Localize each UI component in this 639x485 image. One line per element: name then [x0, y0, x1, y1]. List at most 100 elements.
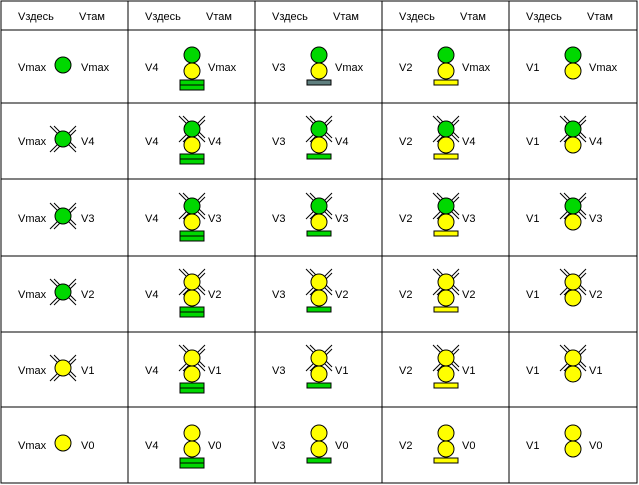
signal-lamp-icon: [183, 62, 201, 80]
header-here-label: Vздесь: [145, 11, 181, 23]
signal-lamp-icon: [310, 46, 328, 64]
cell-there-label: V4: [589, 136, 602, 148]
cell-there-label: V4: [462, 136, 475, 148]
cell-there-label: V2: [462, 289, 475, 301]
speed-plate-icon: [433, 153, 459, 160]
signal-lamp-icon: [437, 136, 455, 154]
signal-lamp-icon: [564, 273, 582, 291]
header-there-label: Vтам: [587, 11, 613, 23]
signal-lamp-icon: [310, 136, 328, 154]
signal-lamp-icon: [564, 365, 582, 383]
signal-lamp-icon: [564, 120, 582, 138]
signal-lamp-icon: [564, 136, 582, 154]
cell-here-label: Vmax: [18, 213, 47, 225]
signal-lamp-icon: [310, 349, 328, 367]
signal-lamp-icon: [183, 365, 201, 383]
signal-lamp-icon: [310, 62, 328, 80]
signal-lamp-icon: [54, 207, 72, 225]
cell-there-label: Vmax: [589, 62, 618, 74]
speed-plate-icon: [306, 382, 332, 389]
cell-there-label: V3: [335, 213, 348, 225]
cell-here-label: V1: [526, 289, 539, 301]
signal-lamp-icon: [183, 213, 201, 231]
speed-plate-icon: [433, 79, 459, 86]
cell-here-label: Vmax: [18, 136, 47, 148]
cell-there-label: V0: [335, 440, 348, 452]
cell-there-label: V4: [335, 136, 348, 148]
speed-plate-icon: [433, 230, 459, 237]
speed-plate-icon: [306, 79, 332, 86]
cell-here-label: V2: [399, 62, 412, 74]
cell-here-label: V4: [145, 136, 158, 148]
cell-there-label: V1: [462, 365, 475, 377]
cell-there-label: V0: [208, 440, 221, 452]
signal-lamp-icon: [310, 213, 328, 231]
header-there-label: Vтам: [460, 11, 486, 23]
cell-here-label: V3: [272, 365, 285, 377]
speed-plate-icon: [433, 306, 459, 313]
cell-here-label: V4: [145, 440, 158, 452]
header-there-label: Vтам: [333, 11, 359, 23]
cell-there-label: V3: [589, 213, 602, 225]
cell-here-label: V3: [272, 440, 285, 452]
cell-here-label: V1: [526, 365, 539, 377]
speed-plate-icon: [433, 457, 459, 464]
signal-lamp-icon: [564, 424, 582, 442]
cell-here-label: V2: [399, 289, 412, 301]
signal-lamp-icon: [54, 434, 72, 452]
signal-lamp-icon: [437, 440, 455, 458]
signal-lamp-icon: [564, 197, 582, 215]
signal-lamp-icon: [437, 289, 455, 307]
cell-there-label: Vmax: [81, 62, 110, 74]
cell-here-label: V2: [399, 365, 412, 377]
cell-here-label: V3: [272, 289, 285, 301]
header-here-label: Vздесь: [272, 11, 308, 23]
signal-lamp-icon: [310, 365, 328, 383]
cell-there-label: V0: [589, 440, 602, 452]
cell-here-label: V1: [526, 62, 539, 74]
signal-lamp-icon: [54, 283, 72, 301]
cell-there-label: V0: [81, 440, 94, 452]
speed-plate-icon: [306, 230, 332, 237]
speed-plate-icon: [306, 153, 332, 160]
cell-here-label: V2: [399, 136, 412, 148]
signal-lamp-icon: [564, 62, 582, 80]
header-here-label: Vздесь: [399, 11, 435, 23]
signal-lamp-icon: [437, 273, 455, 291]
signal-lamp-icon: [564, 440, 582, 458]
signal-lamp-icon: [564, 46, 582, 64]
signal-lamp-icon: [437, 197, 455, 215]
cell-there-label: V3: [208, 213, 221, 225]
header-there-label: Vтам: [206, 11, 232, 23]
signal-lamp-icon: [183, 349, 201, 367]
signal-lamp-icon: [310, 424, 328, 442]
signal-lamp-icon: [437, 46, 455, 64]
signal-lamp-icon: [183, 424, 201, 442]
signal-lamp-icon: [183, 197, 201, 215]
signal-lamp-icon: [183, 136, 201, 154]
signal-lamp-icon: [564, 213, 582, 231]
signal-lamp-icon: [437, 213, 455, 231]
signal-lamp-icon: [54, 130, 72, 148]
signal-lamp-icon: [437, 62, 455, 80]
cell-there-label: Vmax: [208, 62, 237, 74]
signal-lamp-icon: [437, 349, 455, 367]
cell-there-label: V2: [208, 289, 221, 301]
cell-there-label: V1: [208, 365, 221, 377]
signal-lamp-icon: [310, 440, 328, 458]
cell-here-label: Vmax: [18, 289, 47, 301]
signal-lamp-icon: [437, 365, 455, 383]
cell-there-label: V0: [462, 440, 475, 452]
cell-here-label: V2: [399, 440, 412, 452]
signal-lamp-icon: [437, 424, 455, 442]
signal-lamp-icon: [183, 289, 201, 307]
cell-here-label: V1: [526, 136, 539, 148]
signal-lamp-icon: [54, 359, 72, 377]
cell-here-label: V4: [145, 289, 158, 301]
signal-lamp-icon: [183, 440, 201, 458]
cell-there-label: Vmax: [335, 62, 364, 74]
cell-there-label: V3: [462, 213, 475, 225]
cell-there-label: V2: [335, 289, 348, 301]
